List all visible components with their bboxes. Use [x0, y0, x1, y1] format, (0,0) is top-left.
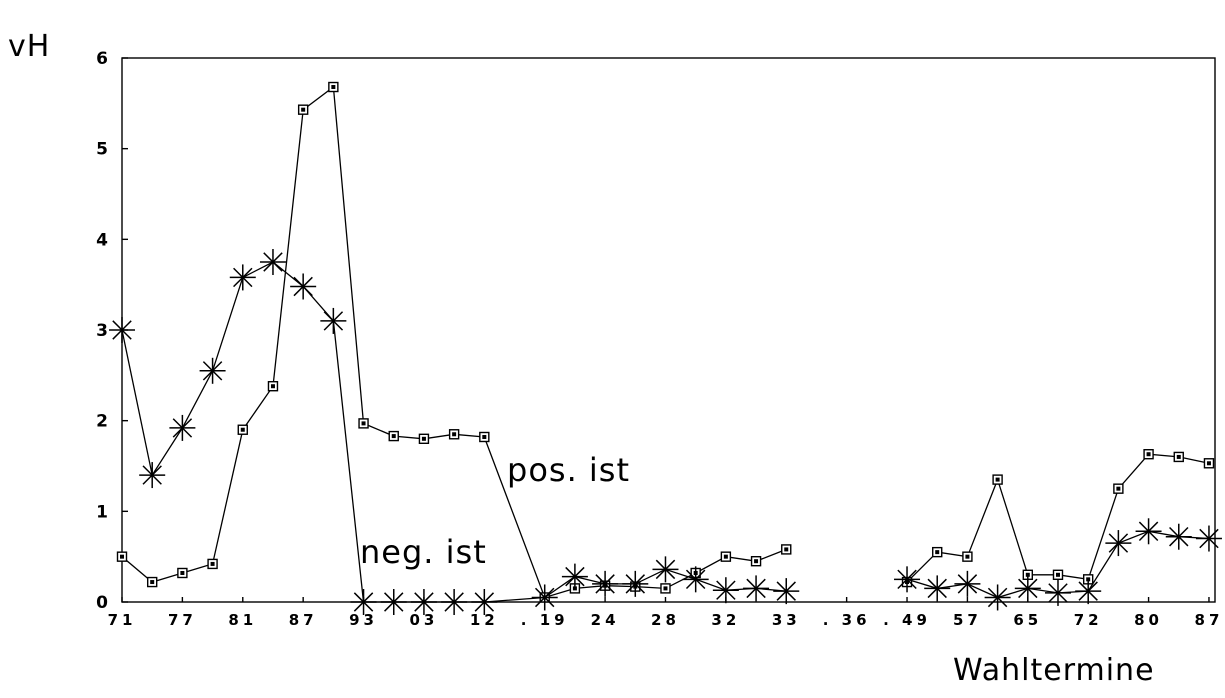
data-point-square	[992, 474, 1003, 485]
x-tick-label: 87	[1195, 611, 1224, 629]
y-axis-title: vH	[8, 29, 50, 64]
data-point-asterisk	[199, 357, 226, 384]
data-point-asterisk	[290, 273, 317, 300]
x-tick-label: 28	[651, 611, 680, 629]
data-point-square	[237, 424, 248, 435]
data-point-asterisk	[622, 570, 649, 597]
x-tick-label: 93	[349, 611, 378, 629]
data-point-asterisk	[320, 307, 347, 334]
data-point-asterisk	[984, 584, 1011, 611]
x-tick-label: 33	[772, 611, 801, 629]
data-point-square	[358, 418, 369, 429]
data-point-asterisk	[743, 575, 770, 602]
y-tick-label: 3	[96, 321, 108, 341]
x-tick-label: 65	[1013, 611, 1042, 629]
data-point-square	[116, 551, 128, 562]
data-point-square	[750, 556, 762, 567]
data-point-asterisk	[894, 566, 921, 593]
y-axis-ticks: 0 1 2 3 4 5 6	[96, 49, 128, 613]
data-point-asterisk	[380, 589, 407, 615]
series-layer	[109, 81, 1222, 615]
data-point-asterisk	[773, 578, 800, 605]
x-tick-label: 32	[711, 611, 740, 629]
data-point-square	[448, 429, 460, 440]
data-point-square	[267, 381, 279, 392]
data-point-asterisk	[531, 584, 558, 611]
data-point-square	[146, 576, 158, 588]
x-tick-label: 71	[108, 611, 137, 629]
data-point-asterisk	[561, 563, 588, 590]
data-point-asterisk	[712, 577, 739, 604]
data-point-asterisk	[139, 462, 166, 489]
y-tick-label: 4	[96, 230, 108, 250]
x-tick-label: . 49	[883, 611, 931, 629]
data-point-square	[1052, 569, 1064, 580]
data-point-asterisk	[682, 566, 709, 593]
series-line	[121, 261, 787, 603]
data-point-asterisk	[1044, 579, 1071, 606]
data-point-asterisk	[924, 575, 951, 602]
data-point-asterisk	[441, 589, 468, 615]
axes	[121, 57, 1216, 603]
data-point-asterisk	[652, 556, 679, 583]
data-point-square	[932, 546, 943, 558]
data-point-asterisk	[259, 249, 286, 275]
x-tick-label: 57	[953, 611, 982, 629]
series-label-pos-ist: pos. ist	[507, 451, 630, 489]
data-point-square	[1143, 449, 1154, 460]
data-point-square	[328, 81, 339, 93]
plot-frame	[121, 57, 1216, 603]
data-point-square	[720, 551, 732, 562]
x-tick-label: 80	[1134, 611, 1163, 629]
x-axis-title: Wahltermine	[953, 653, 1155, 688]
data-point-asterisk	[1075, 578, 1102, 605]
data-point-square	[660, 583, 671, 594]
data-point-asterisk	[954, 570, 981, 597]
series-line	[906, 453, 1210, 583]
data-point-asterisk	[229, 264, 256, 291]
data-point-asterisk	[1105, 530, 1132, 557]
data-point-asterisk	[592, 570, 619, 597]
data-point-square	[207, 558, 218, 570]
series-neg-ist	[109, 249, 1222, 615]
data-point-asterisk	[410, 589, 437, 615]
y-tick-label: 1	[96, 502, 108, 522]
x-tick-label: . 36	[823, 611, 871, 629]
data-point-asterisk	[1135, 518, 1162, 545]
data-point-square	[297, 104, 309, 115]
x-tick-label: 24	[591, 611, 620, 629]
x-tick-label: 12	[470, 611, 499, 629]
data-point-asterisk	[1014, 575, 1041, 602]
data-point-asterisk	[109, 317, 135, 343]
data-point-asterisk	[471, 589, 498, 615]
data-point-square	[418, 433, 430, 444]
data-point-square	[177, 567, 188, 579]
series-pos-ist	[116, 81, 1215, 603]
data-point-square	[1113, 483, 1124, 494]
data-point-square	[388, 430, 399, 442]
y-tick-label: 6	[96, 49, 108, 69]
data-point-square	[962, 551, 973, 562]
x-tick-label: . 19	[521, 611, 569, 629]
y-tick-label: 5	[96, 140, 108, 160]
data-point-asterisk	[1165, 523, 1192, 550]
data-point-asterisk	[1195, 525, 1222, 552]
x-tick-label: 87	[289, 611, 318, 629]
series-label-neg-ist: neg. ist	[360, 533, 487, 571]
y-tick-label: 0	[96, 593, 108, 613]
data-point-square	[781, 544, 792, 555]
data-point-square	[1203, 458, 1215, 469]
x-tick-label: 77	[168, 611, 197, 629]
series-line	[121, 85, 787, 599]
x-tick-label: 03	[409, 611, 438, 629]
y-tick-label: 2	[96, 412, 108, 432]
x-tick-label: 72	[1074, 611, 1103, 629]
x-tick-label: 81	[228, 611, 257, 629]
data-point-asterisk	[169, 414, 196, 441]
data-point-asterisk	[350, 589, 377, 615]
data-point-square	[1173, 451, 1184, 463]
data-point-square	[479, 431, 490, 443]
